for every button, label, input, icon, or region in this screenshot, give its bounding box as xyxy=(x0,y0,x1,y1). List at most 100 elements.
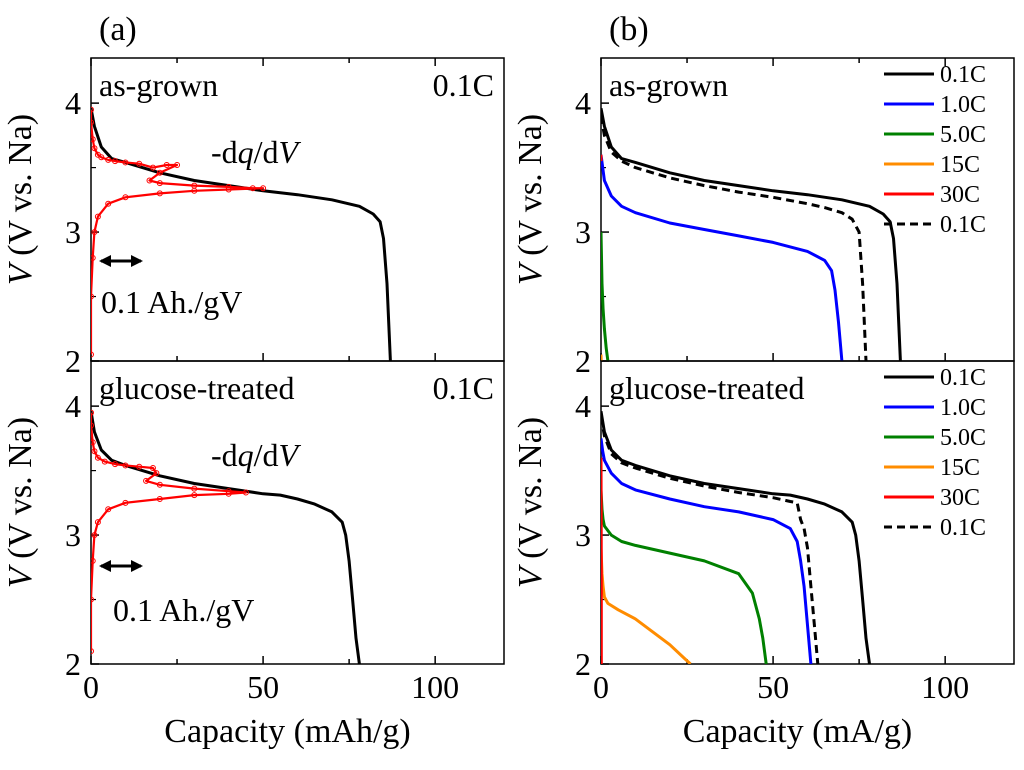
dqdv-point xyxy=(149,465,156,472)
scale-label: 0.1 Ah./gV xyxy=(113,592,254,628)
dqdv-point xyxy=(91,532,98,539)
dqdv-point xyxy=(91,136,96,143)
x-tick-label: 50 xyxy=(247,669,279,705)
dqdv-point xyxy=(225,490,232,497)
sample-label: glucose-treated xyxy=(609,370,804,406)
scale-label: 0.1 Ah./gV xyxy=(101,284,242,320)
dqdv-point xyxy=(136,463,143,470)
dqdv-point xyxy=(112,461,119,468)
dqdv-point xyxy=(91,448,98,455)
dqdv-point xyxy=(122,462,129,469)
series-line-1.0C xyxy=(601,154,844,361)
x-tick-label: 100 xyxy=(921,669,969,705)
legend-label: 0.1C xyxy=(940,62,986,88)
legend-label: 1.0C xyxy=(940,92,986,118)
dqdv-point xyxy=(101,458,108,465)
dqdv-point xyxy=(249,185,256,192)
series-group xyxy=(91,409,361,664)
dqdv-point xyxy=(156,180,163,187)
panel-label: (a) xyxy=(99,11,137,48)
dqdv-point xyxy=(153,470,160,477)
dqdv-point xyxy=(225,488,232,495)
panel-a-top: 2 3 4 V (V vs. Na) (a) as-grown 0.1C -dq/dV 0.1 … xyxy=(2,11,505,379)
dqdv-point xyxy=(91,648,94,655)
y-tick-label: 4 xyxy=(65,85,81,121)
dqdv-point xyxy=(91,409,94,416)
series-group xyxy=(601,108,902,361)
sample-label: as-grown xyxy=(609,67,728,103)
legend-label: 30C xyxy=(940,485,980,511)
x-axis-title: Capacity (mAh/g) xyxy=(164,713,410,750)
y-tick-label: 3 xyxy=(575,214,591,250)
dqdv-point xyxy=(91,145,98,152)
legend-label: 0.1C xyxy=(940,515,986,541)
dqdv-point xyxy=(242,489,249,496)
dqdv-point xyxy=(149,164,156,171)
scale-arrow-left-icon xyxy=(99,255,111,267)
dqdv-point xyxy=(105,506,112,513)
series-line-0.1C xyxy=(91,411,361,664)
dqdv-point xyxy=(191,492,198,499)
dqdv-point xyxy=(91,351,94,358)
dqdv-point xyxy=(156,169,163,176)
y-axis-title: V (V vs. Na) xyxy=(2,417,39,588)
series-group xyxy=(91,106,392,361)
legend-label: 1.0C xyxy=(940,395,986,421)
dqdv-point xyxy=(94,519,101,526)
series-line-0.1C xyxy=(91,108,392,361)
y-tick-label: 4 xyxy=(65,388,81,424)
dqdv-point xyxy=(94,454,101,461)
legend-label: 5.0C xyxy=(940,122,986,148)
series-line-5.0C xyxy=(601,489,768,664)
x-tick-label: 100 xyxy=(411,669,459,705)
y-axis-title: V (V vs. Na) xyxy=(512,417,549,588)
dqdv-point xyxy=(91,119,94,126)
dqdv-point xyxy=(91,229,98,236)
dqdv-point xyxy=(191,187,198,194)
scale-arrow-right-icon xyxy=(131,560,143,572)
dqdv-point xyxy=(225,183,232,190)
y-tick-label: 2 xyxy=(65,343,81,379)
series-group xyxy=(601,411,871,664)
panel-label: (b) xyxy=(609,11,649,48)
y-tick-label: 3 xyxy=(65,517,81,553)
dqdv-point xyxy=(94,213,101,220)
dqdv-point xyxy=(156,495,163,502)
dqdv-point xyxy=(156,190,163,197)
sample-label: as-grown xyxy=(99,67,218,103)
plot-frame xyxy=(90,360,505,665)
dqdv-point xyxy=(156,481,163,488)
dqdv-point xyxy=(163,162,170,169)
dqdv-point xyxy=(112,158,119,165)
panel-b-bottom: 2 3 4 0 50 100 V (V vs. Na) Capacity (mA/g) gluc… xyxy=(512,360,1015,750)
series-line-1.0C xyxy=(601,438,813,664)
dqdv-point xyxy=(91,293,94,300)
series-line-15C xyxy=(601,547,692,664)
y-tick-label: 2 xyxy=(575,343,591,379)
dqdv-point xyxy=(122,194,129,201)
dqdv-point xyxy=(174,162,181,169)
y-tick-label: 2 xyxy=(575,646,591,682)
dqdv-point xyxy=(122,159,129,166)
x-tick-label: 0 xyxy=(593,669,609,705)
dqdv-point xyxy=(146,177,153,184)
y-tick-label: 3 xyxy=(575,517,591,553)
x-tick-label: 50 xyxy=(757,669,789,705)
panel-a-bottom: 2 3 4 0 50 100 V (V vs. Na) Capacity (mAh/g) glu… xyxy=(2,360,505,750)
dqdv-point xyxy=(260,185,267,192)
dqdv-point xyxy=(91,254,96,261)
legend-label: 5.0C xyxy=(940,425,986,451)
dqdv-point xyxy=(105,156,112,163)
dqdv-point xyxy=(91,596,94,603)
dqdv-label: -dq/dV xyxy=(211,134,302,170)
series-line-0.1C xyxy=(601,411,871,664)
scale-arrow-right-icon xyxy=(131,255,143,267)
dqdv-point xyxy=(91,422,94,429)
legend-label: 30C xyxy=(940,182,980,208)
series-line-0.1C-dashed xyxy=(601,115,868,361)
dqdv-label: -dq/dV xyxy=(211,437,302,473)
dqdv-point xyxy=(122,499,129,506)
dqdv-point xyxy=(191,485,198,492)
series-line-0.1C xyxy=(601,108,902,361)
panel-b-top: 2 3 4 V (V vs. Na) (b) as-grown 0.1C 1.0C 5.0C 15… xyxy=(512,11,1015,379)
